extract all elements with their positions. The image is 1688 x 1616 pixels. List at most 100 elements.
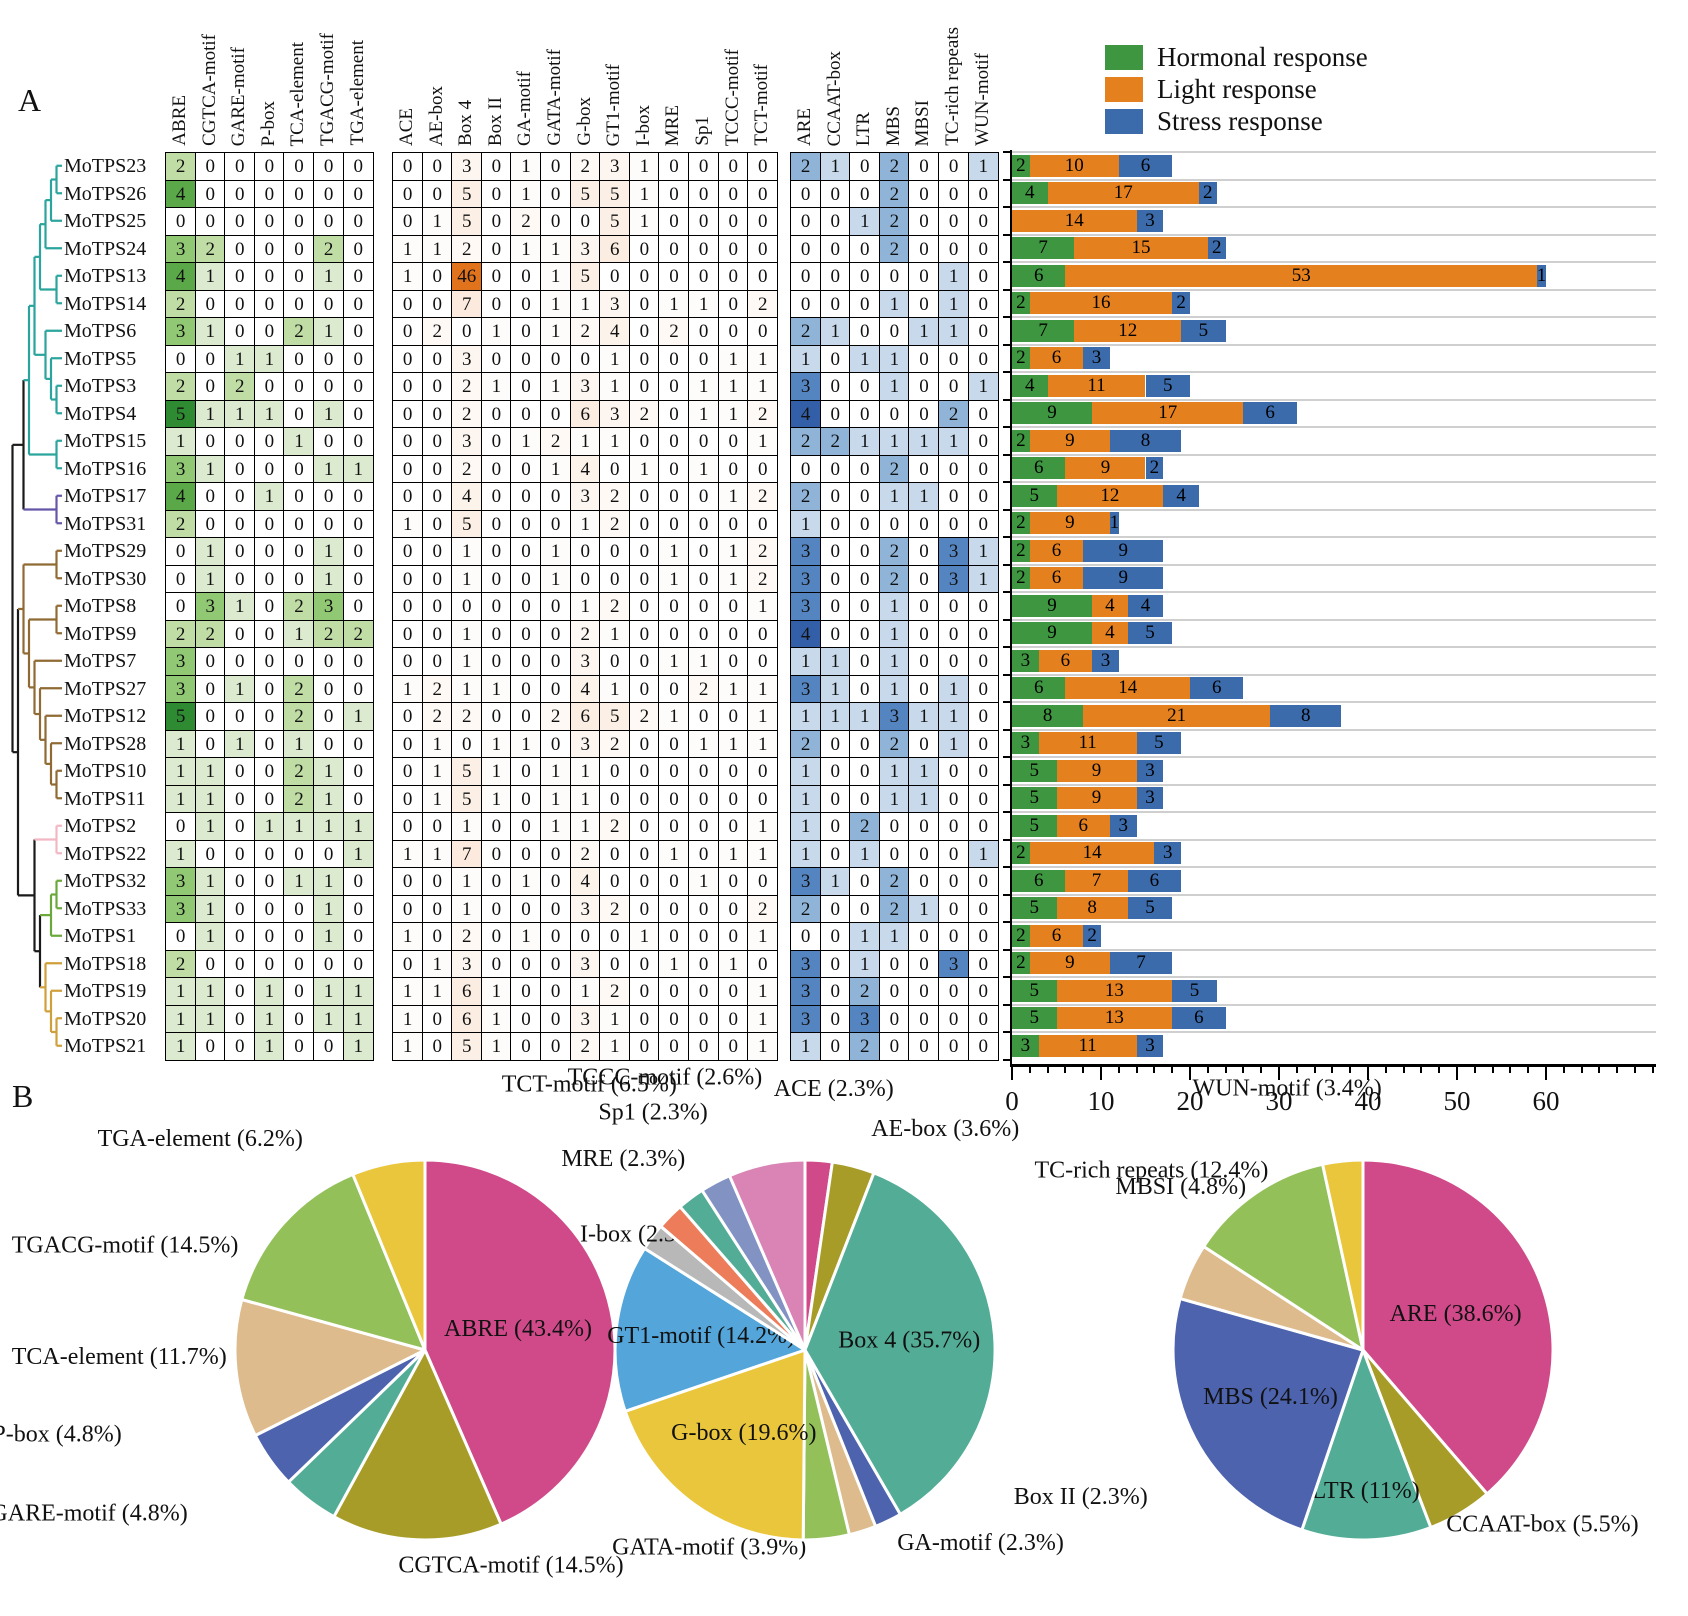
heatmap-cell: 1 (313, 757, 345, 787)
bar-segment: 4 (1012, 374, 1048, 397)
heatmap-cell: 0 (938, 592, 970, 622)
heatmap-cell: 3 (165, 317, 197, 347)
heatmap-cell: 0 (688, 784, 720, 814)
heatmap-cell: 0 (253, 757, 285, 787)
heatmap-cell: 1 (658, 564, 690, 594)
heatmap-cell: 0 (747, 262, 779, 292)
heatmap-cell: 1 (510, 179, 542, 209)
heatmap-cell: 1 (849, 922, 881, 952)
heatmap-cell: 0 (908, 509, 940, 539)
heatmap-cell: 1 (313, 922, 345, 952)
heatmap-cell: 0 (510, 344, 542, 374)
heatmap-cell: 0 (540, 674, 572, 704)
column-header: P-box (258, 0, 280, 148)
heatmap-cell: 2 (421, 317, 453, 347)
heatmap-cell: 1 (908, 317, 940, 347)
gene-label: MoTPS22 (64, 842, 147, 865)
bar-segment: 6 (1012, 869, 1066, 892)
heatmap-cell: 1 (194, 784, 226, 814)
heatmap-cell: 0 (819, 289, 851, 319)
heatmap-cell: 0 (253, 592, 285, 622)
heatmap-cell: 0 (688, 619, 720, 649)
column-header-text: MRE (662, 104, 684, 146)
heatmap-cell: 1 (540, 317, 572, 347)
heatmap-cell: 0 (878, 977, 910, 1007)
bar-segment: 5 (1012, 897, 1057, 919)
bar-segment: 2 (1145, 457, 1164, 479)
heatmap-cell: 0 (342, 262, 374, 292)
heatmap-cell: 0 (717, 234, 749, 264)
heatmap-cell: 1 (540, 784, 572, 814)
heatmap-cell: 0 (194, 372, 226, 402)
column-header: TCCC-motif (722, 0, 744, 148)
heatmap-cell: 2 (165, 509, 197, 539)
bar-row-separator (1012, 261, 1656, 263)
heatmap-cell: 0 (747, 234, 779, 264)
heatmap-cell: 3 (938, 949, 970, 979)
pie-slice-label: LTR (11%) (1312, 1478, 1420, 1504)
heatmap-cell: 1 (599, 344, 631, 374)
heatmap-cell: 1 (878, 784, 910, 814)
gene-label: MoTPS5 (64, 347, 137, 370)
gene-label: MoTPS16 (64, 457, 147, 480)
heatmap-cell: 0 (628, 317, 660, 347)
heatmap-cell: 3 (878, 702, 910, 732)
y-axis-tick (1003, 178, 1010, 181)
x-axis-tick (1456, 1064, 1458, 1080)
heatmap-cell: 0 (628, 867, 660, 897)
heatmap-cell: 0 (967, 317, 999, 347)
heatmap-cell: 1 (599, 372, 631, 402)
heatmap-cell: 0 (717, 784, 749, 814)
heatmap-cell: 0 (658, 784, 690, 814)
heatmap-cell: 0 (717, 977, 749, 1007)
bar-row-separator (1012, 976, 1656, 978)
bar-row-separator (1012, 618, 1656, 621)
heatmap-cell: 0 (421, 262, 453, 292)
x-axis-tick (1473, 1064, 1476, 1073)
heatmap-cell: 1 (342, 454, 374, 484)
heatmap-cell: 0 (342, 344, 374, 374)
heatmap-cell: 1 (165, 839, 197, 869)
gene-label: MoTPS12 (64, 705, 147, 727)
heatmap-cell: 0 (938, 207, 970, 237)
heatmap-cell: 0 (392, 757, 424, 787)
bar-segment: 8 (1012, 704, 1084, 727)
bar-segment: 9 (1029, 952, 1110, 974)
bar-segment: 6 (1038, 649, 1093, 672)
heatmap-cell: 3 (313, 592, 345, 622)
heatmap-cell: 0 (747, 867, 779, 897)
column-header: MBSI (912, 0, 934, 148)
heatmap-cell: 0 (849, 537, 881, 567)
heatmap-cell: 1 (451, 619, 483, 649)
heatmap-cell: 1 (878, 674, 910, 704)
heatmap-cell: 2 (283, 702, 315, 732)
heatmap-cell: 1 (908, 784, 940, 814)
x-axis-tick (1135, 1064, 1138, 1073)
heatmap-cell: 1 (313, 867, 345, 897)
heatmap-cell: 0 (747, 207, 779, 237)
y-axis-tick (1003, 1058, 1010, 1061)
bar-segment: 9 (1083, 567, 1164, 589)
heatmap-cell: 2 (849, 812, 881, 842)
heatmap-cell: 0 (938, 344, 970, 374)
heatmap-cell: 0 (342, 674, 374, 704)
heatmap-cell: 0 (313, 179, 345, 209)
bar-segment: 3 (1154, 842, 1182, 864)
heatmap-cell: 0 (938, 619, 970, 649)
heatmap-cell: 0 (967, 922, 999, 952)
y-axis-tick (1003, 261, 1010, 263)
heatmap-cell: 3 (451, 427, 483, 457)
x-axis-tick (1651, 1064, 1654, 1073)
heatmap-cell: 0 (392, 702, 424, 732)
heatmap-cell: 2 (510, 207, 542, 237)
heatmap-cell: 1 (938, 289, 970, 319)
pie-slice-label: Box II (2.3%) (1014, 1484, 1148, 1510)
heatmap-cell: 1 (878, 289, 910, 319)
heatmap-cell: 0 (313, 949, 345, 979)
heatmap-cell: 1 (819, 317, 851, 347)
heatmap-cell: 1 (421, 757, 453, 787)
pie-charts: ABRE (43.4%) CGTCA-motif (14.5%) GARE-moti… (0, 1065, 1639, 1579)
heatmap-cell: 3 (165, 647, 197, 677)
heatmap-cell: 0 (451, 317, 483, 347)
heatmap-cell: 0 (688, 427, 720, 457)
